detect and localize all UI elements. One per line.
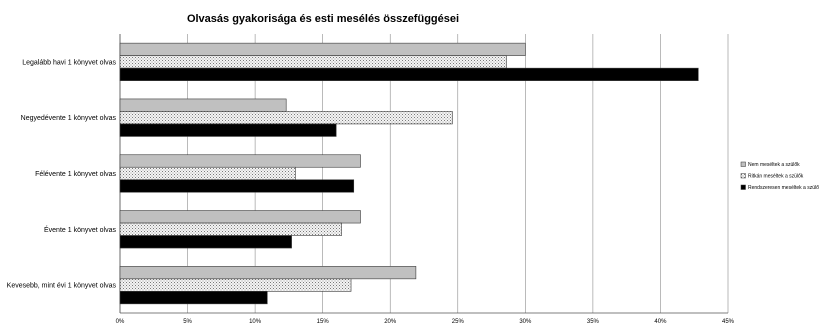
x-tick-label: 45% xyxy=(722,319,735,325)
legend-label: Ritkán meséltek a szülők xyxy=(748,174,804,180)
bar xyxy=(119,166,296,181)
x-tick-label: 10% xyxy=(249,319,262,325)
chart-title: Olvasás gyakorisága és esti mesélés össz… xyxy=(187,13,459,25)
category-label: Legalább havi 1 könyvet olvas xyxy=(22,59,116,66)
legend-label: Nem meséltek a szülők xyxy=(748,162,800,168)
legend-swatch xyxy=(740,184,746,190)
legend-swatch xyxy=(740,161,746,167)
bar xyxy=(119,266,417,280)
category-label: Kevesebb, mint évi 1 könyvet olvas xyxy=(7,283,117,290)
x-tick-label: 0% xyxy=(116,319,125,325)
plot-area: 0% 5% 10% 15% 20% 25% 30% 35% 40% 45% Legalább hav… xyxy=(7,34,735,325)
x-tick-label: 40% xyxy=(654,319,667,325)
bar xyxy=(119,235,292,249)
category-label: Félévente 1 könyvet olvas xyxy=(35,171,116,178)
x-tick-label: 35% xyxy=(587,319,600,325)
category-label: Évente 1 könyvet olvas xyxy=(44,225,116,234)
x-tick-label: 5% xyxy=(183,319,192,325)
bar xyxy=(119,179,355,193)
legend: Nem meséltek a szülők Ritkán meséltek a s… xyxy=(740,161,819,191)
bar xyxy=(119,291,268,305)
bar xyxy=(119,210,361,224)
bar xyxy=(119,154,361,168)
bar xyxy=(119,98,287,112)
legend-label: Rendszeresen meséltek a szülők xyxy=(748,185,819,191)
bar xyxy=(119,123,337,137)
category-label: Negyedévente 1 könyvet olvas xyxy=(21,115,117,122)
x-tick-label: 25% xyxy=(452,319,465,325)
bar xyxy=(119,42,526,56)
x-tick-label: 30% xyxy=(519,319,532,325)
bar xyxy=(119,278,352,292)
x-tick-label: 15% xyxy=(317,319,330,325)
bar xyxy=(119,67,699,81)
bar xyxy=(119,111,453,125)
x-tick-label: 20% xyxy=(384,319,397,325)
legend-swatch xyxy=(740,173,746,179)
bar xyxy=(119,222,342,236)
bar xyxy=(119,55,507,69)
